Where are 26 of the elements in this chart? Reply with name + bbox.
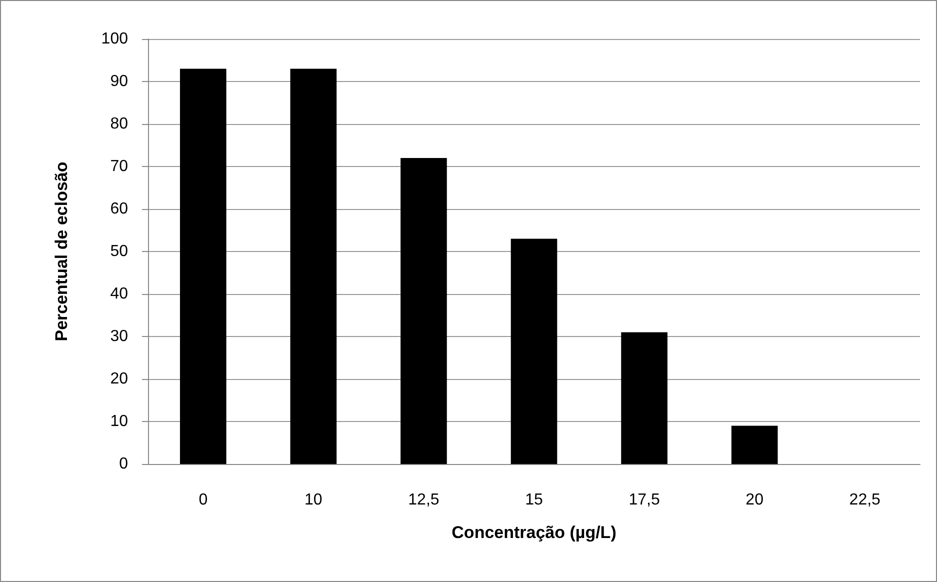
y-tick-label: 30 [110,328,128,345]
y-tick-label: 40 [110,286,128,302]
y-tick-label: 90 [110,73,128,90]
x-tick-label: 22,5 [849,492,881,508]
bar [510,238,558,464]
y-tick-label: 80 [110,116,128,132]
y-tick-label: 20 [110,370,128,388]
bar [290,68,337,464]
y-tick-label: 50 [110,243,128,260]
y-tick-label: 10 [110,413,128,430]
x-tick-label: 15 [525,492,543,508]
y-axis-title: Percentual de eclosão [52,162,71,342]
bar [621,332,668,464]
x-tick-label: 17,5 [628,492,660,508]
bar [180,68,226,464]
x-axis-title: Concentração (µg/L) [452,523,616,542]
x-tick-label: 0 [198,492,208,508]
x-tick-label: 20 [746,492,764,508]
y-tick-label: 70 [110,158,128,175]
y-tick-label: 60 [110,200,128,218]
y-tick-label: 0 [119,456,128,472]
bar [400,158,447,464]
bar [731,426,778,464]
x-tick-label: 10 [304,492,322,508]
x-tick-label: 12,5 [408,492,440,508]
y-tick-label: 100 [101,30,128,48]
